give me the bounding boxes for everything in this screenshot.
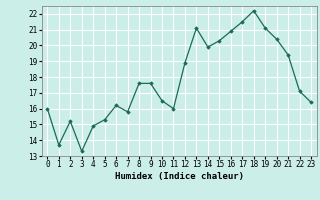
X-axis label: Humidex (Indice chaleur): Humidex (Indice chaleur): [115, 172, 244, 181]
